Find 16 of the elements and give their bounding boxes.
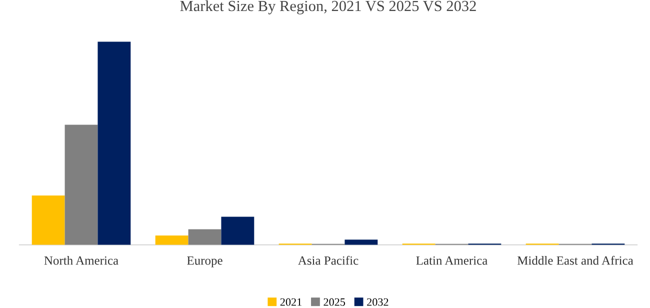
- bar: [344, 240, 378, 245]
- bar: [221, 216, 254, 245]
- x-tick-label: Europe: [187, 256, 222, 268]
- x-tick-label: North America: [44, 256, 118, 265]
- legend-label: 2025: [324, 298, 346, 306]
- bar: [32, 195, 65, 245]
- bar: [64, 124, 98, 245]
- x-tick-label: Middle East and Africa: [517, 256, 634, 265]
- legend-label: 2021: [280, 298, 302, 306]
- bar: [98, 42, 131, 245]
- x-tick-label: Asia Pacific: [298, 256, 358, 265]
- legend-label: 2032: [367, 298, 388, 306]
- bar: [155, 236, 188, 245]
- chart-title: Market Size By Region, 2021 VS 2025 VS 2032: [180, 0, 476, 14]
- bar: [188, 229, 222, 245]
- x-tick-label: Latin America: [416, 256, 488, 265]
